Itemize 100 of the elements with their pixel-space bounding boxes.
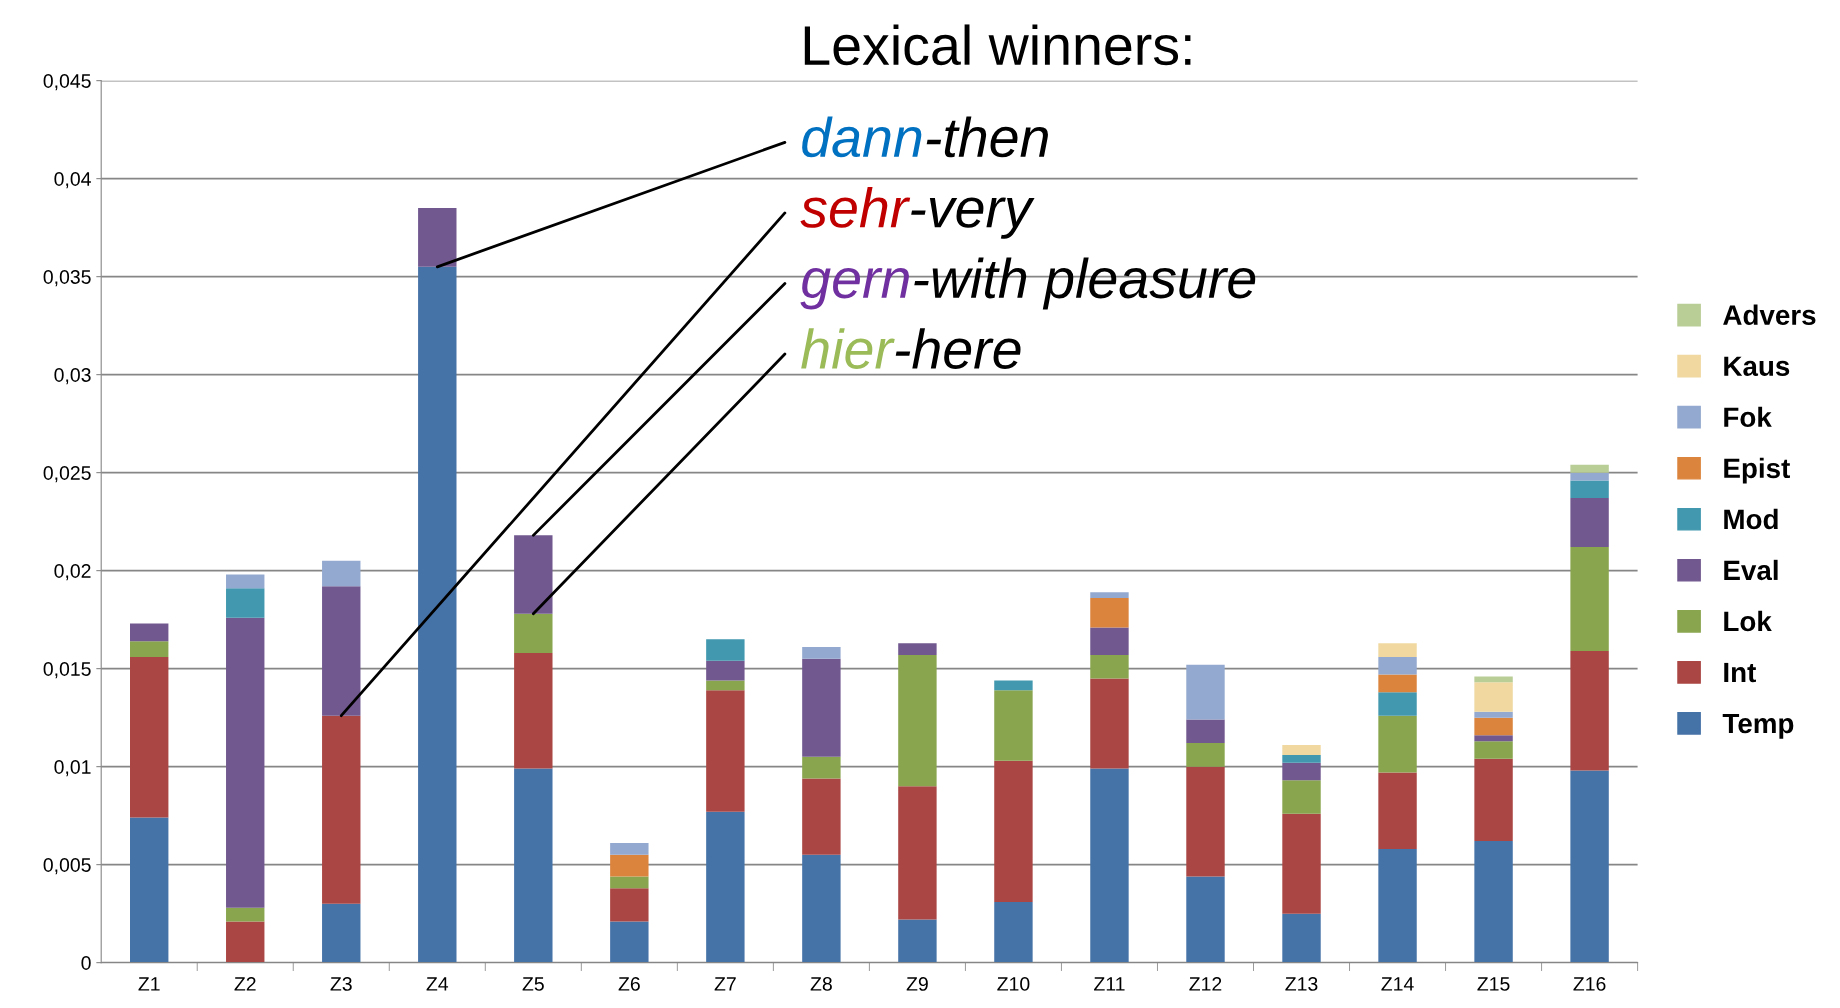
bar (610, 876, 649, 889)
legend-label: Kaus (1724, 356, 1790, 377)
y-tick-label: 0 (81, 956, 91, 970)
x-tick-label: Z4 (426, 977, 449, 991)
legend-label: Eval (1724, 559, 1778, 581)
bar (898, 919, 937, 963)
bar (130, 641, 169, 657)
bar (1090, 768, 1129, 963)
bar (514, 535, 553, 614)
legend-label: Fok (1724, 406, 1772, 428)
y-tick-label: 0,045 (43, 74, 91, 91)
bar (706, 680, 745, 691)
bar (1090, 627, 1129, 655)
bar (994, 690, 1033, 761)
bar (1282, 745, 1321, 755)
y-tick-label: 0,015 (43, 662, 91, 679)
bar (1282, 780, 1321, 814)
x-tick-label: Z15 (1477, 977, 1510, 991)
bar (1474, 735, 1513, 742)
bar (1186, 743, 1225, 767)
bar (1570, 651, 1609, 771)
bar (1282, 813, 1321, 914)
y-tick-label: 0,025 (43, 466, 91, 483)
bar (226, 574, 265, 589)
bar (1090, 592, 1129, 599)
bar (1474, 676, 1513, 683)
annotation: gern-with pleasure (800, 257, 1256, 310)
bar (1474, 717, 1513, 736)
x-tick-label: Z9 (906, 977, 928, 991)
bar (1474, 741, 1513, 759)
legend-label: Int (1724, 662, 1756, 683)
bar (898, 643, 937, 655)
bar (610, 843, 649, 855)
bar (1570, 464, 1609, 473)
bar (226, 588, 265, 618)
bar (994, 680, 1033, 691)
annotation: hier-here (801, 328, 1021, 369)
bar (226, 907, 265, 922)
bar (1090, 654, 1129, 679)
bar (1186, 766, 1225, 877)
bar (706, 639, 745, 661)
bar (1186, 664, 1225, 720)
bar (1378, 656, 1417, 675)
bar (130, 623, 169, 642)
bar (898, 786, 937, 920)
legend-label: Mod (1724, 508, 1778, 530)
bar (802, 647, 841, 659)
bar (1378, 643, 1417, 657)
x-tick-label: Z2 (234, 977, 256, 991)
bar (1570, 770, 1609, 963)
bar (802, 778, 841, 855)
bar (706, 660, 745, 681)
x-tick-label: Z3 (330, 977, 352, 991)
bar (1282, 754, 1321, 763)
legend-label: Advers (1723, 304, 1816, 325)
bar (514, 768, 553, 963)
x-tick-label: Z11 (1094, 977, 1125, 991)
bar (322, 903, 361, 963)
bar (802, 854, 841, 963)
bar (1570, 498, 1609, 548)
bar (418, 266, 457, 963)
bar (1570, 472, 1609, 481)
bar (994, 901, 1033, 963)
bar (1570, 480, 1609, 499)
y-tick-label: 0,035 (43, 270, 91, 287)
bar (898, 654, 937, 787)
bar (1570, 547, 1609, 651)
y-tick-label: 0,04 (54, 172, 91, 189)
bar (994, 760, 1033, 902)
annotation: dann-then (802, 116, 1048, 158)
bar (130, 656, 169, 818)
bar (802, 658, 841, 757)
bar (706, 811, 745, 963)
annotation: sehr-very (800, 187, 1035, 239)
bar (1378, 772, 1417, 849)
bar (1474, 682, 1513, 712)
bar (514, 613, 553, 653)
bar (226, 617, 265, 908)
bar (418, 208, 457, 267)
x-tick-label: Z10 (997, 977, 1030, 991)
x-tick-label: Z12 (1189, 977, 1222, 991)
bar (706, 690, 745, 812)
bar (1186, 719, 1225, 744)
legend-label: Lok (1724, 610, 1772, 632)
legend-label: Epist (1724, 457, 1790, 484)
x-tick-label: Z1 (138, 977, 160, 991)
bar (226, 921, 265, 963)
legend-label: Temp (1722, 713, 1794, 739)
bar (610, 921, 649, 963)
bar (1090, 598, 1129, 628)
bar (322, 586, 361, 716)
bar (322, 715, 361, 904)
x-tick-label: Z8 (810, 977, 832, 991)
x-tick-label: Z16 (1573, 977, 1606, 991)
bar (802, 756, 841, 779)
bar (1378, 848, 1417, 963)
bar (322, 560, 361, 587)
y-tick-label: 0,02 (54, 564, 91, 581)
bar (1378, 674, 1417, 693)
bar (514, 652, 553, 769)
